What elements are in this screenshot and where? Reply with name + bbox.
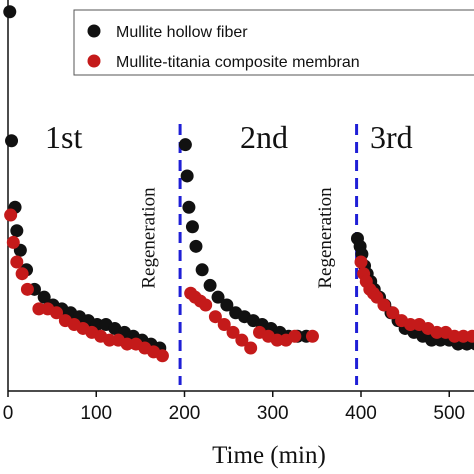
legend-label-black: Mullite hollow fiber [116, 24, 248, 41]
cycle-label-3rd: 3rd [370, 119, 413, 155]
legend-box [73, 9, 474, 76]
point-mullite-hollow-fiber [182, 200, 196, 214]
cycle-labels: 1st 2nd 3rd [45, 119, 413, 155]
point-mullite-hollow-fiber [10, 224, 24, 238]
point-mullite-hollow-fiber [211, 290, 225, 304]
x-tick-label: 0 [3, 403, 14, 424]
legend-marker-black [87, 24, 101, 38]
point-mullite-hollow-fiber [220, 298, 234, 312]
point-mullite-titania-composite [377, 298, 391, 312]
point-mullite-titania-composite [288, 329, 302, 343]
point-mullite-titania-composite [20, 282, 34, 296]
point-mullite-hollow-fiber [37, 290, 51, 304]
regeneration-label-1: Regeneration [139, 187, 160, 289]
point-mullite-titania-composite [6, 235, 20, 249]
point-mullite-hollow-fiber [178, 138, 192, 152]
point-mullite-titania-composite [465, 329, 474, 343]
point-mullite-titania-composite [155, 349, 169, 363]
x-tick-label: 300 [257, 403, 289, 424]
point-mullite-titania-composite [10, 255, 24, 269]
point-mullite-hollow-fiber [5, 134, 19, 148]
point-mullite-titania-composite [217, 318, 231, 332]
x-axis-ticks: 0 100 200 300 400 500 [3, 391, 465, 424]
point-mullite-titania-composite [244, 341, 258, 355]
point-mullite-titania-composite [50, 306, 64, 320]
x-tick-label: 400 [345, 403, 377, 424]
point-mullite-titania-composite [305, 329, 319, 343]
legend-label-red: Mullite-titania composite membran [116, 54, 360, 71]
point-mullite-titania-composite [226, 325, 240, 339]
regeneration-labels: Regeneration Regeneration [139, 187, 336, 289]
cycle-label-2nd: 2nd [240, 119, 288, 155]
plot-frame [7, 0, 474, 392]
legend: Mullite hollow fiber Mullite-titania com… [73, 9, 474, 76]
x-tick-label: 500 [433, 403, 465, 424]
point-mullite-hollow-fiber [185, 220, 199, 234]
point-mullite-titania-composite [15, 267, 29, 281]
x-axis-title: Time (min) [212, 442, 326, 469]
point-mullite-titania-composite [235, 333, 249, 347]
series-2 [4, 208, 474, 363]
legend-marker-red [87, 54, 101, 68]
point-mullite-titania-composite [386, 306, 400, 320]
point-mullite-hollow-fiber [203, 278, 217, 292]
point-mullite-hollow-fiber [189, 239, 203, 253]
point-mullite-titania-composite [4, 208, 18, 222]
point-mullite-titania-composite [354, 255, 368, 269]
point-mullite-hollow-fiber [195, 263, 209, 277]
regeneration-label-2: Regeneration [315, 187, 336, 289]
x-tick-label: 200 [169, 403, 201, 424]
series-points [3, 5, 474, 363]
point-mullite-hollow-fiber [3, 5, 17, 19]
x-tick-label: 100 [80, 403, 112, 424]
point-mullite-titania-composite [199, 298, 213, 312]
point-mullite-hollow-fiber [180, 169, 194, 183]
cycle-label-1st: 1st [45, 119, 82, 155]
point-mullite-titania-composite [208, 310, 222, 324]
